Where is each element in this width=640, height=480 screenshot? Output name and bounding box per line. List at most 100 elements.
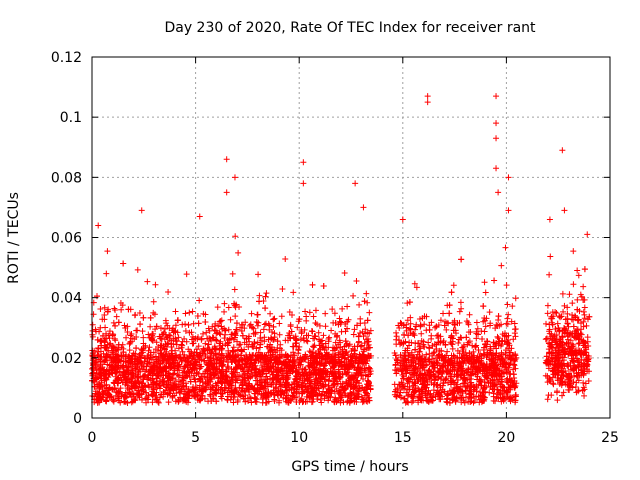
data-point xyxy=(479,335,486,342)
data-point xyxy=(132,350,139,357)
data-point xyxy=(271,330,278,337)
data-point xyxy=(131,385,138,392)
data-point xyxy=(313,369,320,376)
data-point xyxy=(356,355,363,362)
data-point xyxy=(144,396,151,403)
data-point xyxy=(138,384,145,391)
data-point xyxy=(397,381,404,388)
data-point xyxy=(93,374,100,381)
data-point xyxy=(461,399,468,406)
data-point xyxy=(157,351,164,358)
data-point xyxy=(160,329,167,336)
data-point xyxy=(510,371,517,378)
data-point xyxy=(432,355,439,362)
data-point xyxy=(454,371,461,378)
data-point xyxy=(360,397,367,404)
data-point xyxy=(365,397,372,404)
data-point xyxy=(408,359,415,365)
data-point xyxy=(511,384,518,391)
data-point xyxy=(401,395,408,402)
data-point xyxy=(502,354,509,361)
data-point xyxy=(473,394,480,401)
data-point xyxy=(173,354,180,361)
data-point xyxy=(171,360,178,367)
data-point xyxy=(199,350,206,357)
data-point xyxy=(545,357,552,364)
data-point xyxy=(194,312,201,319)
data-point xyxy=(335,349,342,356)
data-point xyxy=(317,380,324,387)
data-point xyxy=(187,378,194,385)
data-point xyxy=(268,391,275,398)
data-point xyxy=(508,396,515,403)
data-point xyxy=(351,398,358,405)
data-point xyxy=(224,389,231,396)
data-point xyxy=(411,280,418,287)
data-point xyxy=(549,337,556,344)
data-point xyxy=(493,321,500,328)
data-point xyxy=(98,342,105,349)
data-point xyxy=(400,340,407,347)
data-point xyxy=(203,329,210,336)
data-point xyxy=(560,308,567,315)
data-point xyxy=(236,303,243,310)
data-point xyxy=(500,390,507,397)
data-point xyxy=(95,345,102,352)
data-point xyxy=(561,325,568,332)
data-point xyxy=(169,350,176,357)
data-point xyxy=(153,353,160,360)
data-point xyxy=(332,359,339,366)
data-point xyxy=(115,341,122,348)
data-point xyxy=(575,272,582,279)
data-point xyxy=(343,349,350,356)
data-point xyxy=(214,304,221,311)
data-point xyxy=(233,326,240,333)
data-point xyxy=(426,367,433,374)
data-point xyxy=(544,396,551,403)
data-point xyxy=(237,324,244,331)
data-point xyxy=(418,355,425,362)
data-point xyxy=(549,309,556,316)
data-point xyxy=(500,397,507,404)
data-point xyxy=(320,343,327,350)
data-point xyxy=(247,395,254,402)
data-point xyxy=(140,373,147,380)
data-point xyxy=(401,395,408,402)
data-point xyxy=(322,310,329,317)
data-point xyxy=(347,389,354,396)
data-point xyxy=(230,399,237,406)
data-point xyxy=(365,341,372,348)
data-point xyxy=(472,344,479,351)
data-point xyxy=(504,321,511,328)
data-point xyxy=(364,338,371,345)
data-point xyxy=(443,326,450,333)
data-point xyxy=(424,397,431,404)
data-point xyxy=(499,394,506,401)
data-point xyxy=(125,353,132,360)
data-point xyxy=(501,332,508,339)
data-point xyxy=(479,360,486,367)
data-point xyxy=(165,340,172,347)
data-point xyxy=(494,386,501,393)
data-point xyxy=(105,347,112,354)
data-point xyxy=(331,352,338,359)
data-point xyxy=(471,398,478,405)
data-point xyxy=(99,316,106,323)
data-point xyxy=(245,398,252,405)
data-point xyxy=(464,383,471,390)
data-point xyxy=(391,381,398,388)
data-point xyxy=(312,333,319,340)
data-point xyxy=(297,397,304,404)
data-point xyxy=(422,371,429,378)
data-point xyxy=(402,347,409,354)
data-point xyxy=(125,371,132,378)
data-point xyxy=(275,377,282,384)
data-point xyxy=(549,367,556,374)
data-point xyxy=(320,332,327,339)
data-point xyxy=(295,346,302,353)
data-point xyxy=(565,323,572,330)
data-point xyxy=(512,397,519,404)
data-point xyxy=(462,376,469,383)
data-point xyxy=(553,389,560,396)
data-point xyxy=(296,316,303,323)
